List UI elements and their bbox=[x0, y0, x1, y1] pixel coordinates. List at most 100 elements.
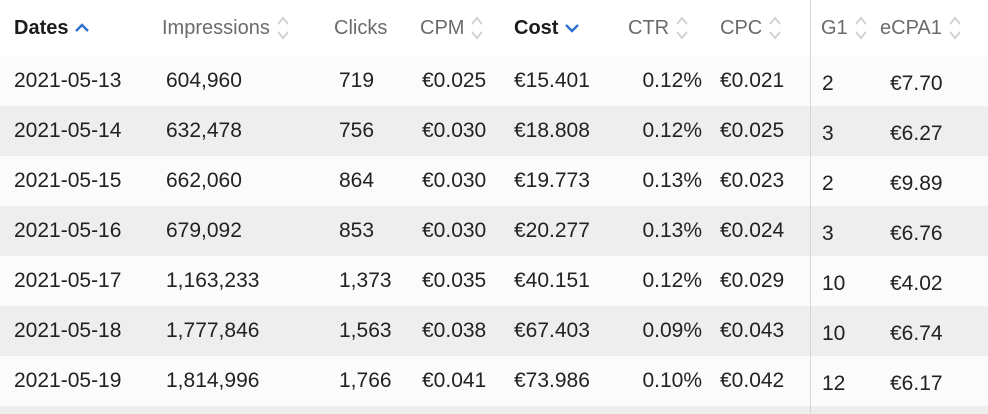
table-row-partial bbox=[0, 406, 988, 414]
cell-cpc: €0.025 bbox=[720, 119, 785, 142]
cell-clicks: 1,373 bbox=[339, 269, 392, 292]
column-header-label: Cost bbox=[514, 16, 559, 39]
cell-impressions: 1,777,846 bbox=[166, 319, 260, 342]
cell-cost: €40.151 bbox=[514, 269, 590, 292]
column-header-impressions[interactable]: Impressions bbox=[162, 0, 322, 56]
column-header-cost[interactable]: Cost bbox=[514, 0, 619, 56]
cell-g1: 2 bbox=[822, 72, 834, 95]
sort-unsorted-icon[interactable] bbox=[768, 15, 782, 41]
column-header-dates[interactable]: Dates bbox=[14, 0, 154, 56]
cell-ecpa1: €6.17 bbox=[890, 372, 943, 395]
cell-ctr: 0.09% bbox=[642, 319, 702, 342]
cell-cpm: €0.030 bbox=[422, 119, 487, 142]
column-header-ecpa1[interactable]: eCPA1 bbox=[880, 0, 985, 56]
column-header-label: Clicks bbox=[334, 16, 388, 39]
cell-ecpa1: €6.27 bbox=[890, 122, 943, 145]
cell-cpc: €0.023 bbox=[720, 169, 785, 192]
cell-ecpa1: €7.70 bbox=[890, 72, 943, 95]
column-header-label: CTR bbox=[628, 16, 670, 39]
column-header-label: Impressions bbox=[162, 16, 270, 39]
cell-g1: 3 bbox=[822, 122, 834, 145]
column-header-clicks[interactable]: Clicks bbox=[334, 0, 404, 56]
column-header-ctr[interactable]: CTR bbox=[628, 0, 706, 56]
cell-clicks: 1,563 bbox=[339, 319, 392, 342]
cell-ctr: 0.10% bbox=[642, 369, 702, 392]
column-header-cpc[interactable]: CPC bbox=[720, 0, 800, 56]
cell-clicks: 756 bbox=[339, 119, 375, 142]
cell-cpm: €0.038 bbox=[422, 319, 487, 342]
cell-dates: 2021-05-15 bbox=[14, 169, 122, 192]
cell-cost: €18.808 bbox=[514, 119, 590, 142]
cell-impressions: 679,092 bbox=[166, 219, 242, 242]
column-header-cpm[interactable]: CPM bbox=[420, 0, 510, 56]
column-header-g1[interactable]: G1 bbox=[821, 0, 868, 56]
cell-cost: €20.277 bbox=[514, 219, 590, 242]
table-row[interactable]: 2021-05-13 604,960 719 €0.025 €15.401 0.12% €0… bbox=[0, 56, 988, 106]
cell-dates: 2021-05-18 bbox=[14, 319, 122, 342]
cell-cpc: €0.021 bbox=[720, 69, 785, 92]
cell-clicks: 853 bbox=[339, 219, 375, 242]
cell-dates: 2021-05-14 bbox=[14, 119, 122, 142]
cell-g1: 2 bbox=[822, 172, 834, 195]
table-row[interactable]: 2021-05-17 1,163,233 1,373 €0.035 €40.151 0.1… bbox=[0, 256, 988, 306]
column-header-label: G1 bbox=[821, 16, 848, 39]
cell-cost: €67.403 bbox=[514, 319, 590, 342]
cell-cpc: €0.042 bbox=[720, 369, 785, 392]
cell-cpm: €0.030 bbox=[422, 219, 487, 242]
cell-cost: €15.401 bbox=[514, 69, 590, 92]
sort-descending-icon[interactable] bbox=[564, 23, 580, 33]
cell-ctr: 0.12% bbox=[642, 119, 702, 142]
table-row[interactable]: 2021-05-16 679,092 853 €0.030 €20.277 0.13% €0… bbox=[0, 206, 988, 256]
cell-dates: 2021-05-13 bbox=[14, 69, 122, 92]
cell-ctr: 0.13% bbox=[642, 219, 702, 242]
cell-g1: 12 bbox=[822, 372, 846, 395]
cell-g1: 10 bbox=[822, 322, 846, 345]
cell-impressions: 1,814,996 bbox=[166, 369, 260, 392]
cell-cpm: €0.025 bbox=[422, 69, 487, 92]
sort-unsorted-icon[interactable] bbox=[948, 15, 962, 41]
sort-ascending-icon[interactable] bbox=[74, 23, 90, 33]
cell-g1: 3 bbox=[822, 222, 834, 245]
column-divider bbox=[810, 0, 811, 414]
cell-cpc: €0.029 bbox=[720, 269, 785, 292]
cell-impressions: 632,478 bbox=[166, 119, 242, 142]
cell-ctr: 0.12% bbox=[642, 269, 702, 292]
table-header: Dates Impressions Clicks CPM Cost CTR CPC G1 eCP… bbox=[0, 0, 988, 57]
cell-cpm: €0.035 bbox=[422, 269, 487, 292]
sort-unsorted-icon[interactable] bbox=[276, 15, 290, 41]
cell-cost: €73.986 bbox=[514, 369, 590, 392]
table-row[interactable]: 2021-05-19 1,814,996 1,766 €0.041 €73.986 0.1… bbox=[0, 356, 988, 406]
cell-dates: 2021-05-19 bbox=[14, 369, 122, 392]
sort-unsorted-icon[interactable] bbox=[470, 15, 484, 41]
cell-ecpa1: €6.74 bbox=[890, 322, 943, 345]
cell-dates: 2021-05-16 bbox=[14, 219, 122, 242]
table-row[interactable]: 2021-05-15 662,060 864 €0.030 €19.773 0.13% €0… bbox=[0, 156, 988, 206]
cell-ctr: 0.12% bbox=[642, 69, 702, 92]
sort-unsorted-icon[interactable] bbox=[675, 15, 689, 41]
cell-ctr: 0.13% bbox=[642, 169, 702, 192]
column-header-label: CPM bbox=[420, 16, 465, 39]
cell-cpm: €0.041 bbox=[422, 369, 487, 392]
cell-ecpa1: €6.76 bbox=[890, 222, 943, 245]
cell-cpm: €0.030 bbox=[422, 169, 487, 192]
cell-cpc: €0.024 bbox=[720, 219, 785, 242]
cell-ecpa1: €4.02 bbox=[890, 272, 943, 295]
cell-impressions: 1,163,233 bbox=[166, 269, 260, 292]
sort-unsorted-icon[interactable] bbox=[854, 15, 868, 41]
cell-dates: 2021-05-17 bbox=[14, 269, 122, 292]
cell-g1: 10 bbox=[822, 272, 846, 295]
cell-impressions: 604,960 bbox=[166, 69, 242, 92]
column-header-label: CPC bbox=[720, 16, 763, 39]
cell-impressions: 662,060 bbox=[166, 169, 242, 192]
column-header-label: Dates bbox=[14, 16, 69, 39]
table-row[interactable]: 2021-05-14 632,478 756 €0.030 €18.808 0.12% €0… bbox=[0, 106, 988, 156]
cell-cpc: €0.043 bbox=[720, 319, 785, 342]
cell-clicks: 1,766 bbox=[339, 369, 392, 392]
cell-clicks: 864 bbox=[339, 169, 375, 192]
cell-ecpa1: €9.89 bbox=[890, 172, 943, 195]
cell-clicks: 719 bbox=[339, 69, 375, 92]
table-row[interactable]: 2021-05-18 1,777,846 1,563 €0.038 €67.403 0.0… bbox=[0, 306, 988, 356]
column-header-label: eCPA1 bbox=[880, 16, 942, 39]
cell-cost: €19.773 bbox=[514, 169, 590, 192]
